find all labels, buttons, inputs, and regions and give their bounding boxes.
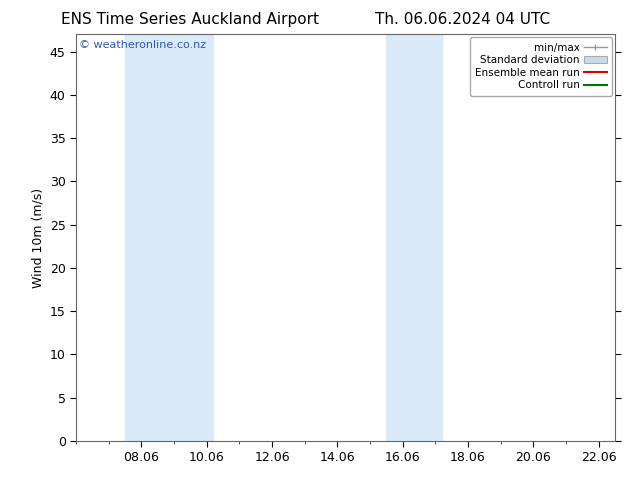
Y-axis label: Wind 10m (m/s): Wind 10m (m/s) [31,188,44,288]
Bar [386,34,442,441]
Text: ENS Time Series Auckland Airport: ENS Time Series Auckland Airport [61,12,319,27]
Legend: min/max, Standard deviation, Ensemble mean run, Controll run: min/max, Standard deviation, Ensemble me… [470,37,612,96]
Text: Th. 06.06.2024 04 UTC: Th. 06.06.2024 04 UTC [375,12,550,27]
Text: © weatheronline.co.nz: © weatheronline.co.nz [79,40,206,50]
Bar [125,34,213,441]
